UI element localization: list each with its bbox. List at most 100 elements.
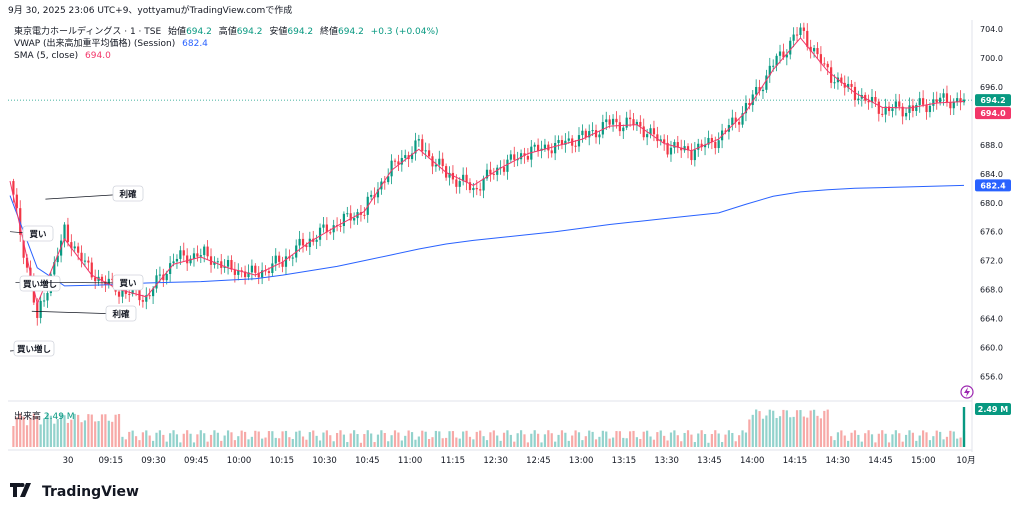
candle [107, 278, 110, 285]
candle [601, 122, 604, 135]
candle [646, 134, 649, 138]
volume-bar [700, 430, 703, 447]
volume-bar [243, 431, 247, 447]
candle [922, 98, 925, 105]
lightning-icon [964, 387, 970, 397]
volume-bar [363, 434, 366, 447]
candle [778, 51, 782, 56]
y-tick-label: 684.0 [980, 170, 1003, 179]
candle [370, 194, 373, 197]
volume-bar [629, 431, 632, 447]
volume-bar [697, 433, 700, 447]
volume-bar [73, 413, 76, 447]
volume-bar [601, 430, 604, 447]
candle [387, 176, 390, 183]
x-tick-label: 10:15 [270, 456, 295, 466]
volume-bar [864, 433, 867, 447]
candle [717, 140, 720, 149]
legend-vwap-row[interactable]: VWAP (出来高加重平均価格) (Session) 682.4 [14, 38, 443, 50]
legend-high: 694.2 [236, 27, 263, 37]
candle [509, 154, 512, 160]
volume-bar [925, 432, 928, 447]
candle [605, 119, 608, 123]
volume-bar [714, 430, 717, 447]
volume-bar [438, 431, 441, 447]
volume-bar [690, 434, 693, 447]
candle [911, 105, 914, 112]
candle [608, 119, 611, 125]
annotation-text: 買い増し [23, 279, 57, 290]
volume-bar [891, 434, 894, 447]
volume-bar [802, 416, 805, 447]
volume-legend-label: 出来高 [14, 412, 42, 422]
candle [816, 48, 819, 55]
volume-bar [196, 434, 199, 447]
candle [673, 142, 676, 148]
x-tick-label: 14:45 [868, 456, 893, 466]
volume-legend[interactable]: 出来高 2.49 M [14, 409, 75, 422]
volume-bar [152, 440, 155, 447]
y-tick-label: 680.0 [980, 199, 1003, 208]
volume-bar [77, 414, 80, 447]
candle [301, 238, 305, 246]
volume-bar [182, 433, 185, 447]
volume-bar [298, 430, 301, 447]
volume-bar [530, 433, 533, 447]
volume-bar [652, 439, 656, 447]
legend-sma-row[interactable]: SMA (5, close) 694.0 [14, 50, 443, 62]
candle [853, 86, 857, 101]
volume-bar [792, 416, 795, 447]
volume-bar [104, 414, 107, 447]
candle [363, 214, 366, 216]
volume-bar [90, 414, 93, 447]
candle [308, 238, 311, 248]
candle [172, 261, 175, 264]
volume-bar [179, 442, 182, 447]
volume-bar [203, 433, 206, 447]
candle [462, 174, 465, 182]
volume-bar [124, 439, 127, 447]
volume-bar [564, 432, 567, 447]
volume-bar [884, 433, 887, 447]
volume-bar [70, 419, 73, 447]
legend-symbol[interactable]: 東京電力ホールディングス · 1 · TSE [14, 27, 162, 37]
candle [189, 258, 192, 264]
candle [22, 234, 25, 258]
volume-bar [458, 438, 461, 447]
candle [455, 179, 458, 187]
candle [482, 178, 485, 191]
candle [448, 172, 451, 178]
candle [738, 121, 741, 125]
candle [925, 104, 928, 113]
volume-bar [318, 440, 322, 447]
candle [424, 150, 427, 152]
candle [427, 150, 431, 157]
volume-bar [145, 430, 148, 447]
candle [932, 99, 935, 106]
candle [710, 137, 713, 142]
candle [138, 288, 141, 301]
candle [669, 147, 673, 155]
legend-close-label: 終値 [320, 27, 339, 37]
volume-bar [591, 431, 594, 447]
volume-bar [465, 430, 468, 447]
candle [237, 270, 240, 275]
legend-open-label: 始値 [168, 27, 187, 37]
volume-bar [693, 442, 696, 447]
volume-bar [806, 417, 809, 447]
candle [148, 295, 151, 297]
candle [635, 121, 639, 126]
candle [66, 224, 70, 243]
volume-bar [448, 431, 451, 447]
volume-bar [669, 432, 673, 447]
candle [761, 89, 765, 92]
volume-bar [918, 435, 921, 447]
legend-high-label: 高値 [218, 27, 237, 37]
volume-bar [857, 434, 860, 447]
volume-bar [741, 430, 744, 447]
y-tick-label: 704.0 [980, 25, 1003, 34]
tradingview-logo[interactable]: TradingView [10, 483, 139, 501]
candle [598, 134, 601, 138]
candle [812, 48, 816, 52]
